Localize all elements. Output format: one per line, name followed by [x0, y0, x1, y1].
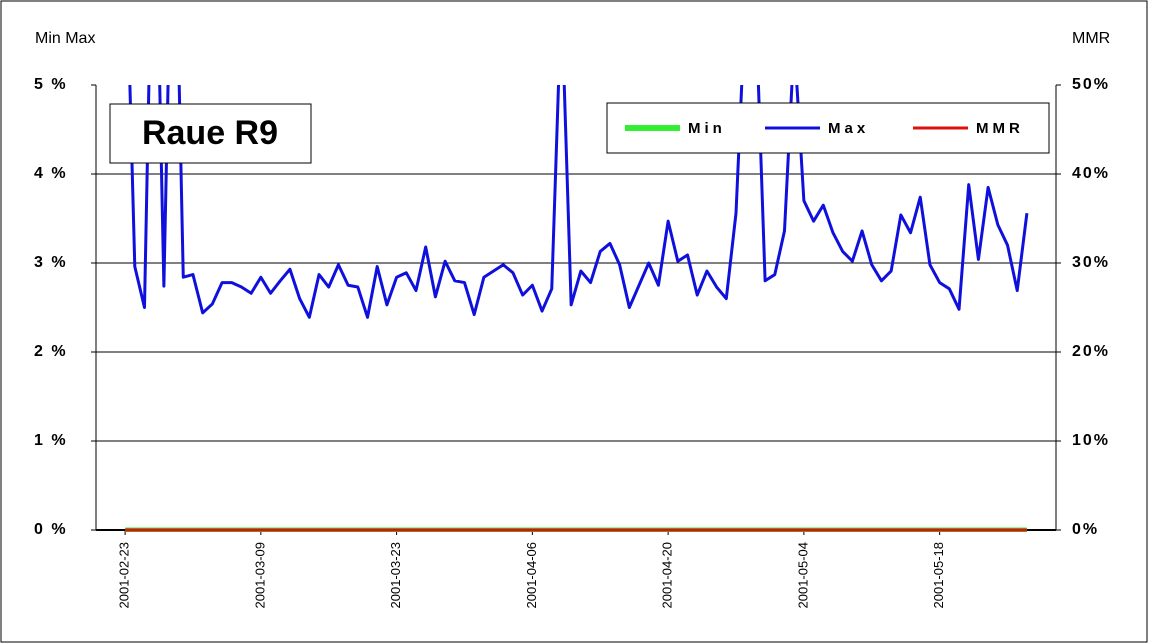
legend-label: MMR: [976, 120, 1024, 137]
y-tick-label: 4 %: [34, 165, 68, 182]
y2-tick-label: 30%: [1072, 254, 1110, 271]
x-tick-label: 2001-05-18: [931, 542, 946, 609]
y2-tick-label: 20%: [1072, 343, 1110, 360]
y-tick-label: 2 %: [34, 343, 68, 360]
y2-tick-label: 10%: [1072, 432, 1110, 449]
legend-label: Max: [828, 120, 869, 137]
x-tick-label: 2001-03-09: [252, 542, 267, 609]
y2-tick-label: 50%: [1072, 76, 1110, 93]
y-tick-label: 3 %: [34, 254, 68, 271]
plot: [125, 85, 1029, 532]
y2-tick-label: 40%: [1072, 165, 1110, 182]
y2-axis-label: MMR: [1072, 30, 1110, 47]
legend-items: Min Max MMR: [625, 120, 1024, 137]
x-tick-label: 2001-04-20: [660, 542, 675, 609]
series-line: [128, 85, 1029, 319]
x-tick-label: 2001-02-23: [117, 542, 132, 609]
y-axis-label: Min Max: [35, 30, 95, 47]
chart-title: Raue R9: [142, 114, 278, 152]
x-tick-label: 2001-05-04: [795, 542, 810, 609]
title-box: [109, 103, 312, 164]
x-tick-label: 2001-04-06: [524, 542, 539, 609]
legend: [606, 102, 1050, 154]
y2-tick-label: 0%: [1072, 521, 1099, 538]
x-tick-label: 2001-03-23: [388, 542, 403, 609]
y-tick-label: 0 %: [34, 521, 68, 538]
y-tick-label: 1 %: [34, 432, 68, 449]
legend-label: Min: [688, 120, 726, 137]
y-tick-label: 5 %: [34, 76, 68, 93]
